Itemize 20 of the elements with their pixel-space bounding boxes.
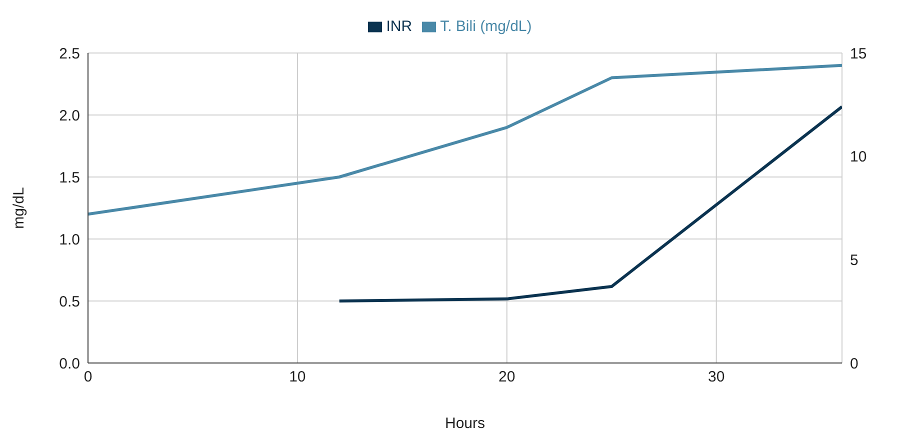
y-tick-label: 1.5 — [59, 169, 80, 186]
y-tick-label: 2.5 — [59, 45, 80, 62]
x-tick-label: 30 — [708, 368, 725, 386]
legend-label: T. Bili (mg/dL) — [440, 18, 532, 35]
y-tick-label: 0.5 — [59, 293, 80, 310]
x-tick-label: 20 — [498, 368, 516, 386]
y-axis-title: mg/dL — [10, 187, 28, 229]
y-tick-label: 1.0 — [59, 231, 80, 248]
line-series — [338, 105, 842, 302]
y2-tick-label: 0 — [850, 355, 858, 372]
line-series — [88, 64, 842, 216]
y2-tick-label: 10 — [850, 148, 867, 166]
y-tick-label: 2.0 — [59, 107, 80, 124]
y2-tick-label: 15 — [850, 45, 867, 62]
x-axis-title: Hours — [444, 415, 486, 432]
y-tick-label: 0.0 — [59, 355, 80, 372]
x-tick-label: 0 — [84, 368, 92, 386]
y2-tick-label: 5 — [850, 252, 858, 269]
x-tick-label: 10 — [289, 368, 306, 386]
legend-label: INR — [386, 18, 412, 35]
